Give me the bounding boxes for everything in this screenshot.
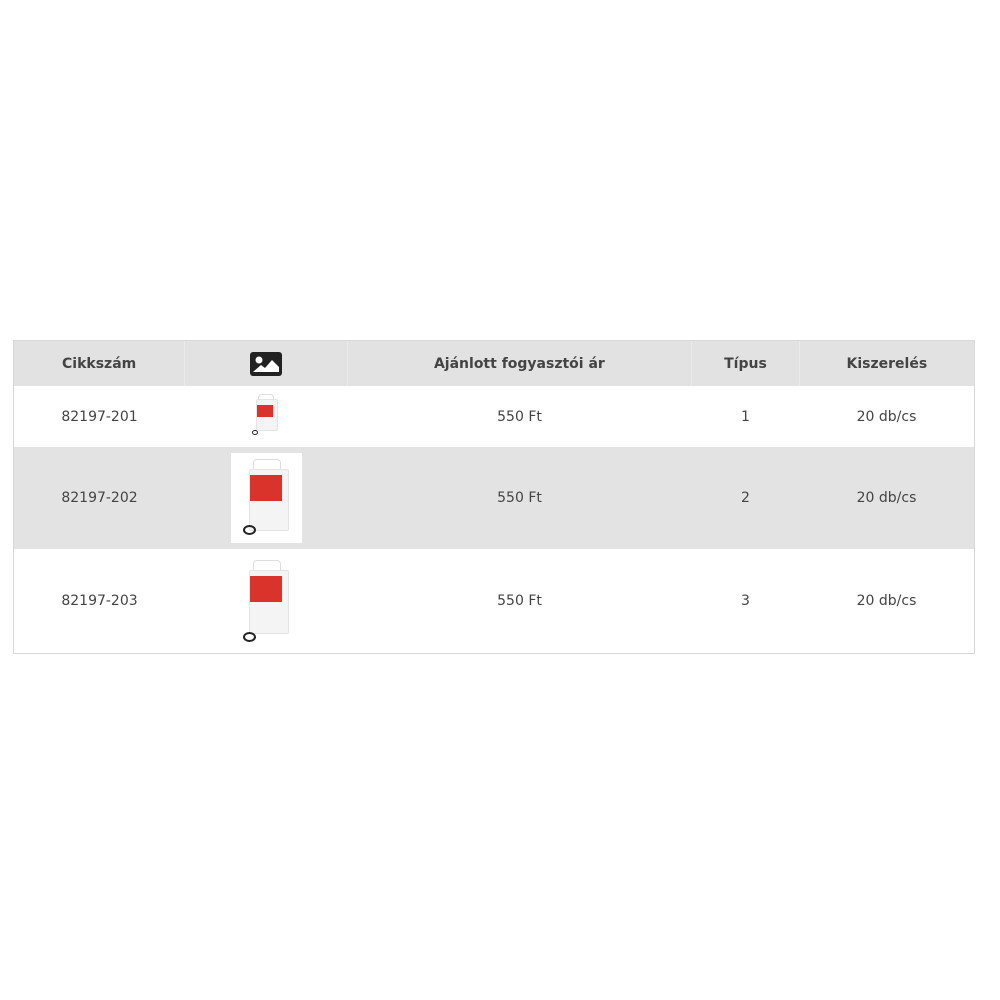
header-type: Típus — [692, 341, 800, 386]
table-row: 82197-203 550 Ft 3 20 db/cs — [14, 549, 974, 653]
header-price: Ajánlott fogyasztói ár — [348, 341, 693, 386]
product-thumbnail[interactable] — [230, 556, 302, 646]
package-cell: 20 db/cs — [856, 490, 917, 506]
price-cell: 550 Ft — [497, 593, 542, 609]
type-cell: 2 — [741, 490, 750, 506]
product-thumbnail[interactable] — [230, 453, 302, 543]
table-row: 82197-202 550 Ft 2 20 db/cs — [14, 447, 974, 549]
type-cell: 3 — [741, 593, 750, 609]
header-package: Kiszerelés — [846, 355, 928, 372]
price-cell: 550 Ft — [497, 490, 542, 506]
type-cell: 1 — [741, 408, 750, 425]
header-image — [185, 341, 348, 386]
package-cell: 20 db/cs — [856, 408, 917, 425]
sku-cell: 82197-202 — [61, 490, 138, 506]
header-sku: Cikkszám — [14, 341, 186, 386]
product-thumbnail[interactable] — [246, 391, 286, 442]
table-row: 82197-201 550 Ft 1 20 db/cs — [14, 386, 974, 447]
sku-cell: 82197-201 — [61, 408, 138, 425]
package-cell: 20 db/cs — [856, 593, 917, 609]
image-icon — [249, 351, 282, 376]
product-table: Cikkszám Ajánlott fogyasztói ár Típus Ki… — [13, 340, 975, 654]
table-header: Cikkszám Ajánlott fogyasztói ár Típus Ki… — [14, 341, 974, 386]
price-cell: 550 Ft — [497, 408, 542, 425]
sku-cell: 82197-203 — [61, 593, 138, 609]
